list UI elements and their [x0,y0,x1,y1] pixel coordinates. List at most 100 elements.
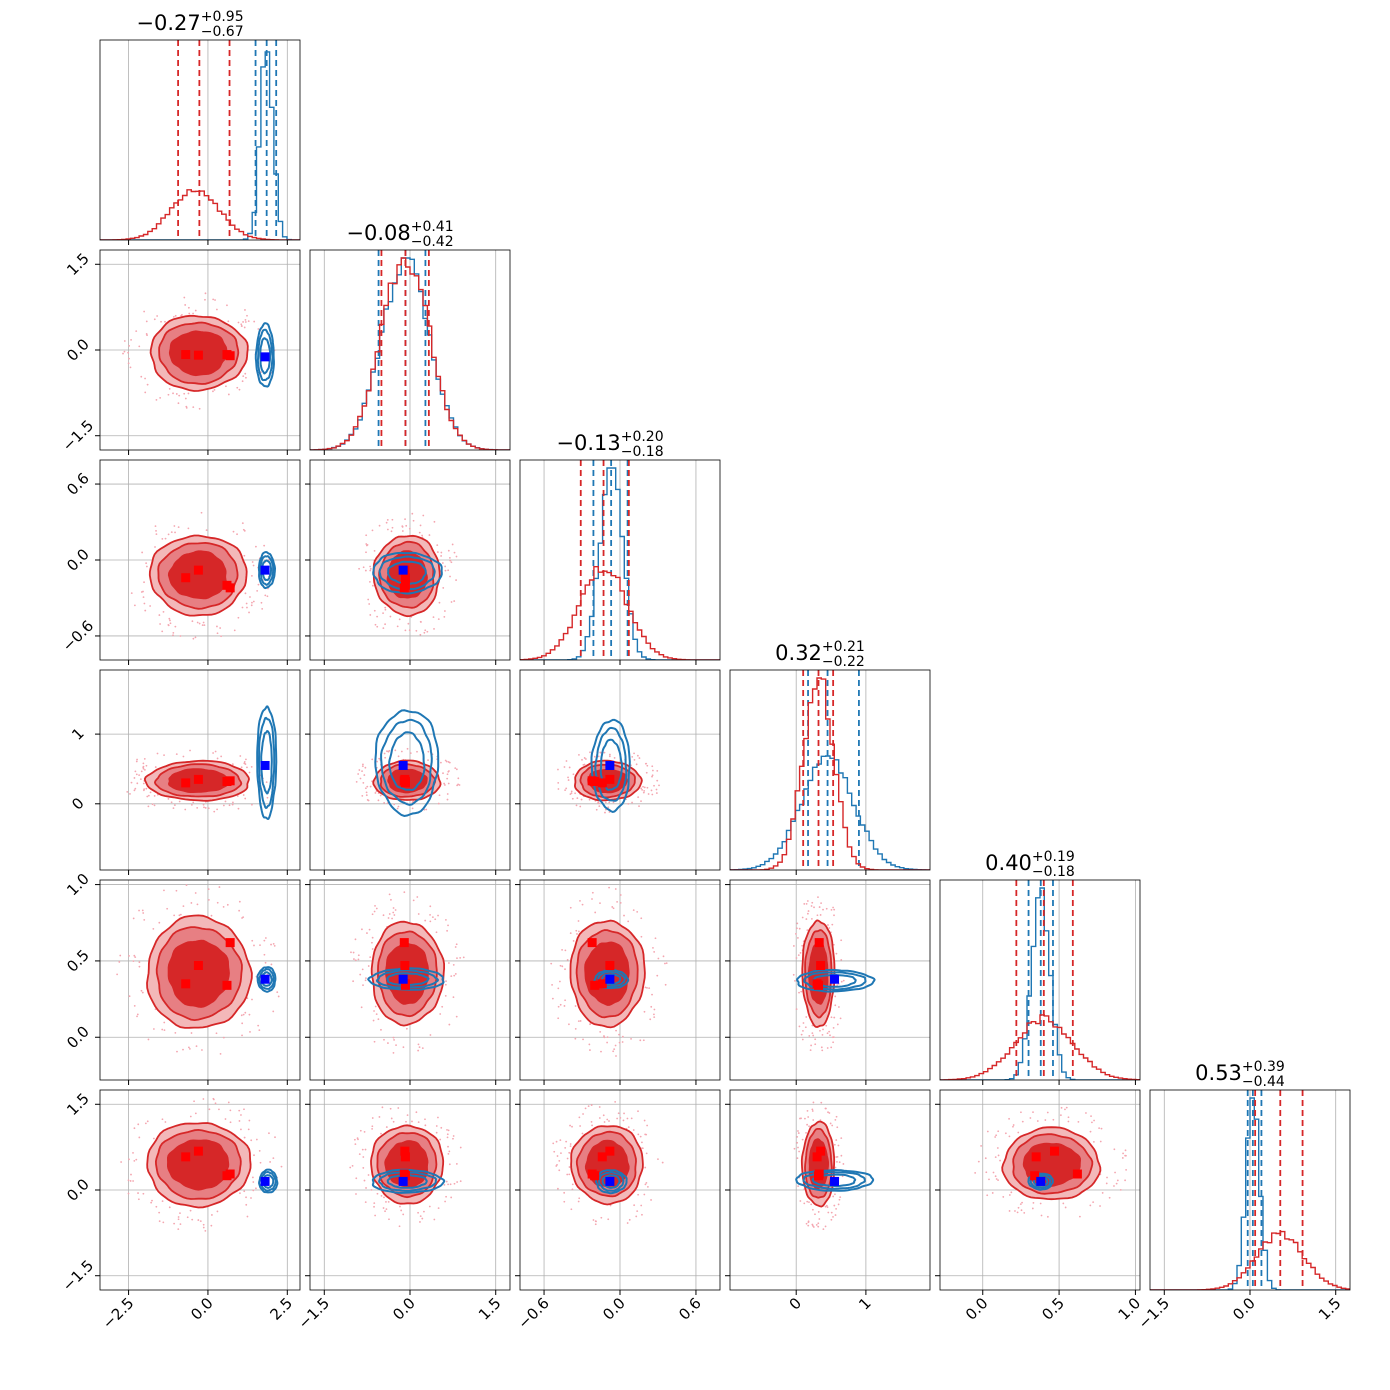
sample-point [143,769,146,771]
sample-point [135,1158,138,1161]
sample-point [798,1025,801,1028]
sample-point [829,1034,831,1037]
sample-point [390,530,393,533]
sample-point [390,1117,393,1120]
sample-point [172,631,175,634]
sample-point [828,927,831,929]
sample-point [419,1221,421,1223]
sample-point [174,1031,177,1034]
sample-point [603,751,606,754]
sample-point [437,1116,439,1119]
sample-point [226,903,229,906]
panel-frame [729,669,931,871]
sample-point [164,537,167,540]
sample-point [387,1042,389,1044]
panel-content [310,880,510,1080]
sample-point [1106,1176,1108,1179]
sample-point [178,800,181,803]
sample-point [456,957,458,960]
panel-grid [323,250,497,450]
sample-point [252,1181,255,1183]
sample-point [453,974,456,977]
sample-point [212,298,215,301]
sample-point [644,1166,647,1169]
sample-point [143,310,146,313]
sample-point [455,943,458,946]
sample-point [454,767,457,770]
sample-point [1121,1157,1124,1159]
red-truth-marker [400,1171,410,1181]
sample-point [392,907,395,909]
sample-point [149,605,152,607]
sample-point [191,620,194,623]
panel-frame [99,879,301,1081]
panel-content [100,40,300,240]
sample-point [646,764,649,767]
sample-point [819,1029,821,1032]
sample-point [359,777,362,780]
sample-point [238,388,241,391]
sample-point [361,770,363,772]
sample-point [153,318,156,321]
sample-point [176,1050,178,1053]
sample-point [392,1036,395,1039]
red-truth-marker [400,573,410,583]
sample-point [638,805,640,808]
sample-point [412,899,415,902]
sample-point [241,1022,244,1025]
sample-point [564,949,567,952]
sample-point [143,757,146,760]
sample-point [592,1219,595,1221]
blue-contour-1 [802,1171,866,1190]
sample-point [459,1180,462,1183]
sample-point [134,787,137,790]
sample-point [263,953,266,956]
sample-point [550,962,553,965]
sample-point [183,296,186,299]
sample-point [249,596,251,598]
sample-point [368,603,371,605]
sample-point [583,757,586,759]
sample-point [248,1013,251,1016]
sample-point [245,1203,248,1206]
sample-point [130,338,132,341]
sample-point [799,951,802,954]
sample-point [1101,1192,1104,1194]
sample-point [462,956,465,959]
sample-point [812,1119,815,1121]
sample-point [569,1145,572,1148]
sample-point [810,1203,813,1206]
sample-point [167,797,170,800]
sample-point [178,914,181,917]
sample-point [572,940,575,942]
sample-point [138,909,140,912]
sample-point [238,1120,241,1122]
sample-point [173,804,176,806]
sample-point [149,791,152,794]
sample-point [246,314,248,317]
sample-point [151,803,154,806]
sample-point [1113,1185,1115,1187]
sample-point [172,315,175,318]
sample-point [363,774,366,776]
sample-point [555,1140,558,1143]
sample-point [441,562,444,564]
sample-point [801,944,804,947]
sample-point [158,1220,161,1223]
sample-point [277,995,280,998]
sample-point [1105,1182,1108,1185]
sample-point [450,1196,453,1199]
sample-point [640,1204,643,1207]
red-truth-marker [222,350,232,360]
blue-contour-0 [257,550,277,590]
sample-point [182,1048,184,1051]
sample-point [136,782,139,785]
sample-point [815,1224,818,1226]
red-truth-marker [587,938,597,948]
title-plus-error: +0.39 [1242,1059,1285,1075]
red-truth-marker [193,565,203,575]
sample-point [408,527,411,530]
red-truth-marker [400,776,410,786]
sample-point [369,565,372,568]
sample-point [202,1098,205,1100]
